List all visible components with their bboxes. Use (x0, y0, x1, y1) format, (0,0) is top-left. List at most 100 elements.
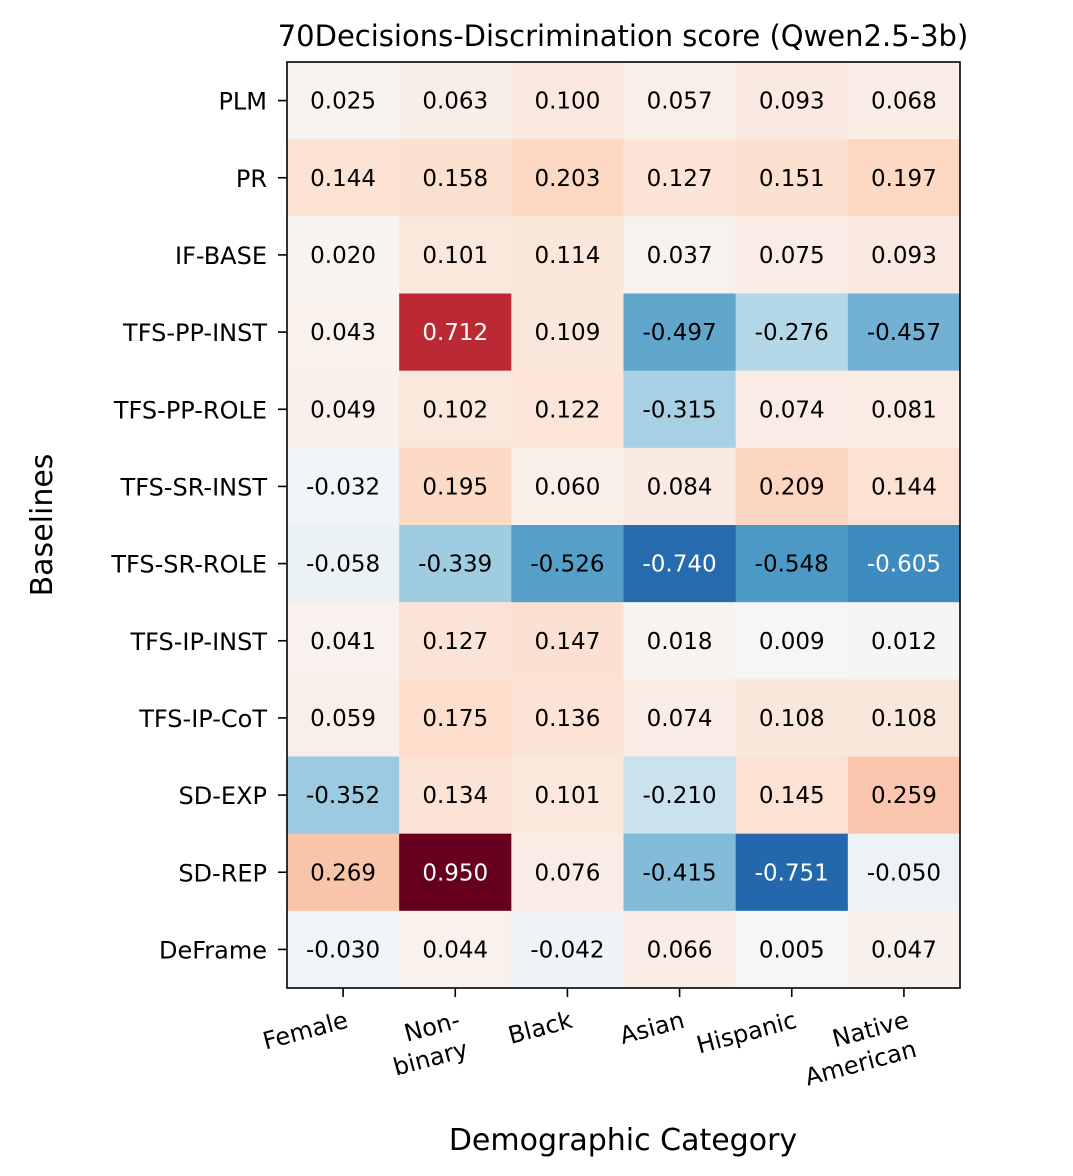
y-tick-label: TFS-IP-INST (129, 628, 267, 656)
cell-value-label: 0.075 (759, 243, 825, 269)
cell-value-label: 0.066 (647, 937, 713, 963)
heatmap-cell (399, 525, 512, 603)
heatmap-cell (735, 910, 849, 989)
cell-value-label: -0.526 (530, 552, 604, 578)
cell-value-label: 0.712 (422, 320, 488, 346)
cell-value-label: 0.269 (310, 860, 376, 886)
heatmap-cell (399, 370, 512, 449)
x-axis-label: Demographic Category (449, 1123, 797, 1158)
cell-value-label: 0.114 (534, 243, 600, 269)
y-axis-label: Baselines (25, 454, 60, 597)
cell-value-label: 0.041 (310, 629, 376, 655)
cell-value-label: 0.101 (534, 783, 600, 809)
heatmap-cell (623, 216, 737, 295)
cell-value-label: 0.109 (534, 320, 600, 346)
heatmap-cell (511, 756, 625, 835)
heatmap-cell (623, 370, 737, 449)
heatmap-cell (847, 679, 961, 758)
x-tick-label: binary (390, 1035, 471, 1082)
cell-value-label: 0.100 (534, 89, 600, 115)
heatmap-cell (623, 756, 737, 835)
heatmap-cell (623, 679, 737, 758)
cell-value-label: -0.548 (755, 552, 829, 578)
y-tick-label: TFS-PP-ROLE (113, 396, 267, 424)
heatmap-cell (623, 910, 737, 989)
x-tick-label-group: Hispanic (694, 1006, 800, 1060)
x-tick-label-group: Black (505, 1006, 575, 1050)
cell-value-label: 0.195 (422, 474, 488, 500)
heatmap-cell (623, 62, 737, 140)
heatmap-cell (287, 62, 400, 140)
cell-value-label: -0.339 (418, 552, 492, 578)
cell-value-label: 0.074 (759, 397, 825, 423)
y-tick-label: TFS-PP-INST (122, 319, 267, 347)
cell-value-label: 0.076 (534, 860, 600, 886)
cell-value-label: 0.127 (647, 166, 713, 192)
heatmap-cell-labels: 0.025 0.063 0.100 0.057 0.093 0.068 0.144 0.158… (306, 89, 941, 964)
heatmap-cell (399, 756, 512, 835)
heatmap-cell (511, 602, 625, 680)
y-tick-label: SD-REP (178, 859, 267, 887)
heatmap-cell (735, 756, 849, 835)
cell-value-label: 0.144 (310, 166, 376, 192)
x-tick-label: Black (505, 1006, 575, 1050)
cell-value-label: 0.068 (871, 89, 937, 115)
cell-value-label: 0.093 (759, 89, 825, 115)
cell-value-label: -0.415 (643, 860, 717, 886)
heatmap-cell (847, 833, 961, 912)
heatmap-cell (399, 447, 512, 526)
y-tick-label: TFS-SR-ROLE (110, 551, 267, 579)
cell-value-label: -0.315 (643, 397, 717, 423)
heatmap-cell (847, 293, 961, 372)
heatmap-cell (511, 139, 625, 217)
cell-value-label: 0.063 (422, 89, 488, 115)
heatmap-cell (287, 910, 400, 989)
heatmap-cells (287, 62, 961, 989)
cell-value-label: -0.042 (530, 937, 604, 963)
heatmap-cell (735, 602, 849, 680)
heatmap-cell (847, 139, 961, 217)
heatmap-cell (847, 602, 961, 680)
cell-value-label: 0.197 (871, 166, 937, 192)
cell-value-label: -0.050 (867, 860, 941, 886)
cell-value-label: 0.084 (647, 474, 713, 500)
heatmap-cell (287, 370, 400, 449)
heatmap-cell (847, 756, 961, 835)
heatmap-cell (735, 679, 849, 758)
cell-value-label: 0.259 (871, 783, 937, 809)
heatmap-cell (399, 139, 512, 217)
heatmap-cell (847, 216, 961, 295)
y-tick-label: DeFrame (159, 936, 267, 964)
cell-value-label: -0.030 (306, 937, 380, 963)
y-tick-label: PLM (218, 88, 267, 116)
heatmap-cell (287, 139, 400, 217)
heatmap-cell (735, 370, 849, 449)
heatmap-cell (735, 216, 849, 295)
heatmap-cell (511, 833, 625, 912)
y-tick-label: SD-EXP (179, 782, 267, 810)
heatmap-cell (847, 62, 961, 140)
y-tick-label: IF-BASE (175, 242, 267, 270)
heatmap-cell (287, 293, 400, 372)
cell-value-label: 0.147 (534, 629, 600, 655)
cell-value-label: 0.012 (871, 629, 937, 655)
heatmap-cell (511, 370, 625, 449)
cell-value-label: -0.210 (643, 783, 717, 809)
heatmap-cell (735, 525, 849, 603)
heatmap-cell (623, 447, 737, 526)
heatmap-cell (511, 216, 625, 295)
heatmap-cell (735, 447, 849, 526)
y-tick-label: TFS-SR-INST (120, 473, 268, 501)
cell-value-label: 0.108 (759, 706, 825, 732)
heatmap-cell (287, 216, 400, 295)
cell-value-label: 0.047 (871, 937, 937, 963)
heatmap-cell (511, 910, 625, 989)
heatmap-cell (735, 62, 849, 140)
cell-value-label: 0.209 (759, 474, 825, 500)
heatmap-cell (287, 679, 400, 758)
heatmap-cell (623, 525, 737, 603)
heatmap-cell (287, 602, 400, 680)
cell-value-label: 0.074 (647, 706, 713, 732)
cell-value-label: -0.751 (755, 860, 829, 886)
